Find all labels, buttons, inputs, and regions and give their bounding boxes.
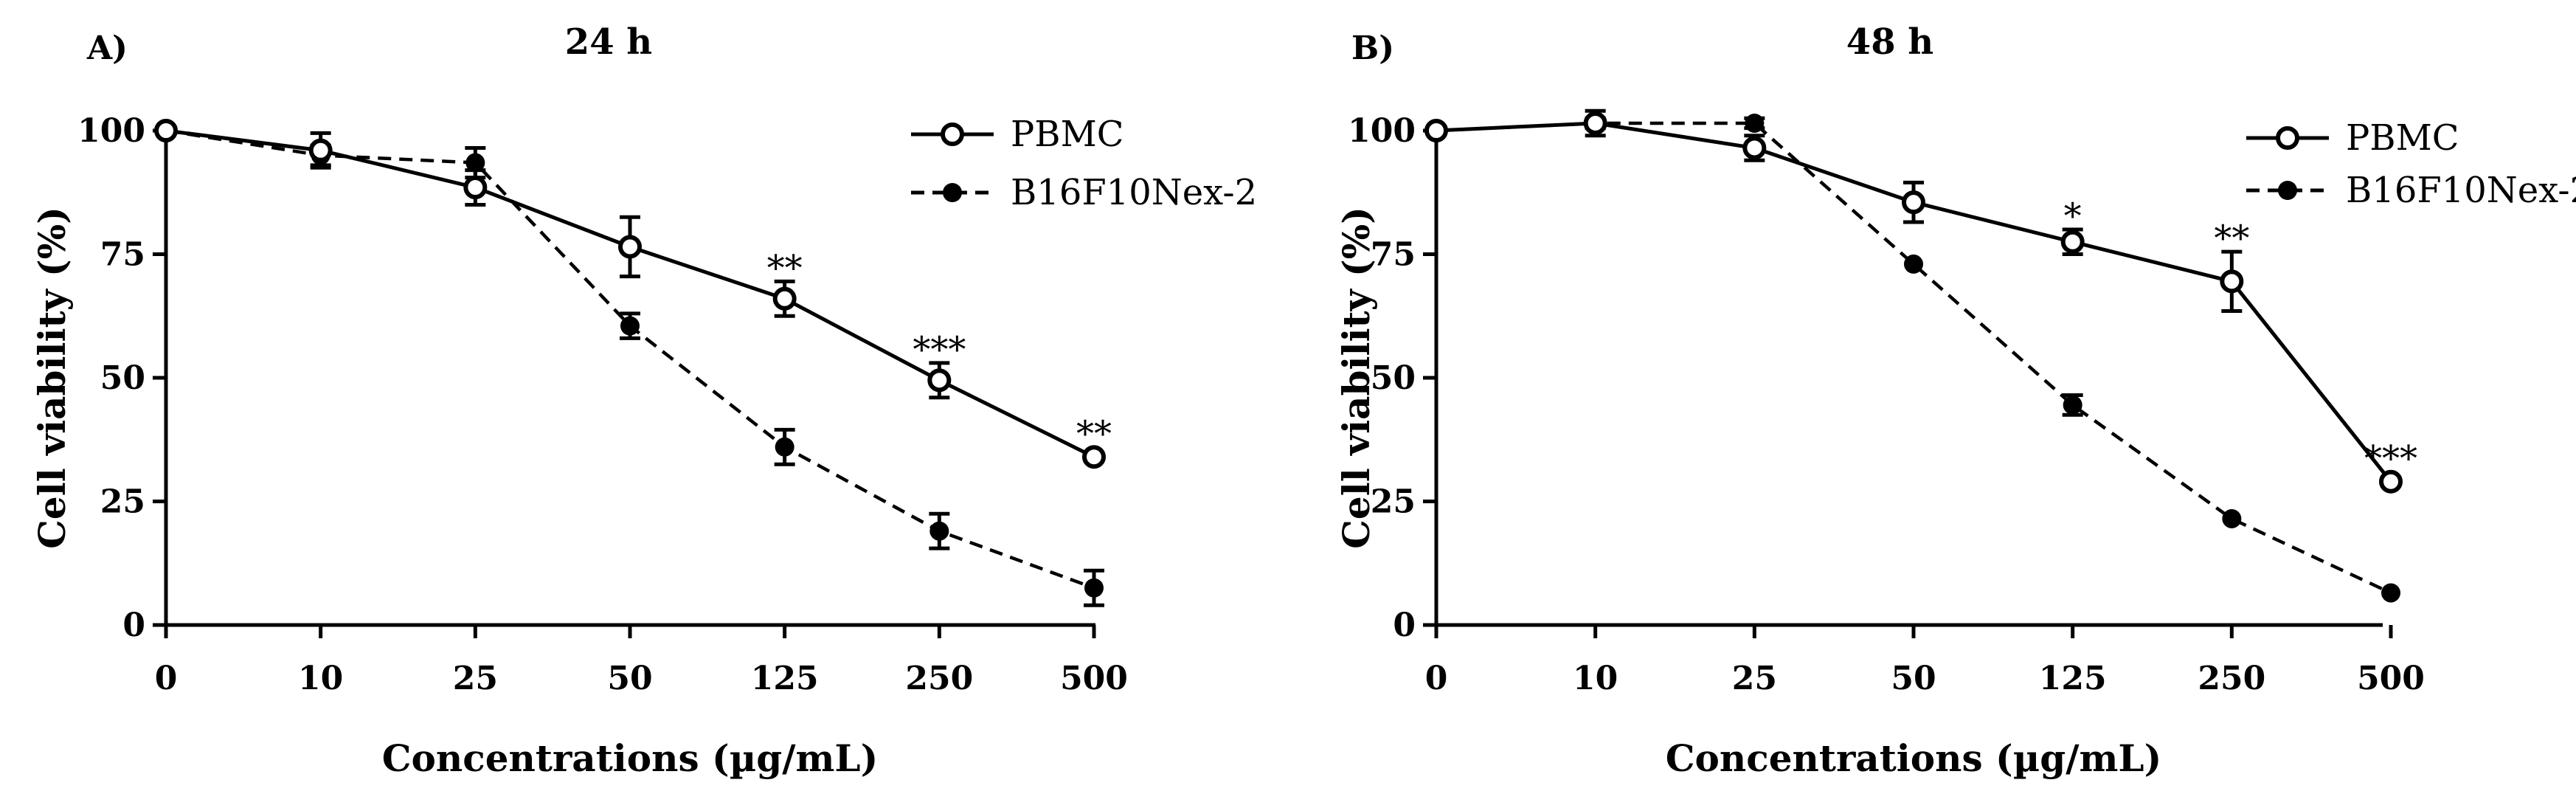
y-axis-label: Cell viability (%) [30, 207, 74, 549]
significance-label: ** [2214, 218, 2249, 259]
legend-marker-b16f10nex-2 [2278, 181, 2297, 200]
legend-marker-pbmc [941, 122, 964, 146]
panel-letter: B) [1351, 30, 1394, 67]
x-tick-label: 250 [905, 660, 973, 697]
data-point-pbmc [2060, 229, 2085, 254]
data-point-b16f10nex-2 [775, 437, 794, 457]
x-tick-label: 25 [453, 660, 498, 697]
x-tick-label: 0 [155, 660, 178, 697]
data-point-pbmc [1742, 136, 1767, 160]
data-point-pbmc [1424, 119, 1448, 142]
data-point-pbmc [772, 286, 797, 311]
x-axis-label: Concentrations (µg/mL) [382, 736, 879, 780]
data-point-pbmc [154, 119, 178, 142]
series-line-pbmc [1436, 121, 2392, 483]
significance-label: *** [913, 329, 966, 370]
legend-marker-pbmc [2276, 126, 2299, 150]
legend-marker-b16f10nex-2 [943, 183, 962, 202]
panel-a: A) 24 h 0 25 50 75 100 0 10 25 50 125 250 500 Concentr… [30, 21, 1257, 780]
series-line-pbmc [165, 128, 1095, 459]
data-point-b16f10nex-2 [1745, 113, 1765, 133]
data-point-b16f10nex-2 [1084, 578, 1104, 598]
chart-title: 48 h [1846, 21, 1933, 63]
data-point-pbmc [618, 235, 642, 259]
data-point-b16f10nex-2 [620, 316, 640, 336]
data-point-b16f10nex-2 [929, 521, 949, 541]
data-point-pbmc [308, 138, 333, 162]
y-tick-label: 25 [1371, 483, 1416, 521]
x-tick-label: 500 [1060, 660, 1128, 697]
data-point-pbmc [2220, 269, 2244, 294]
data-point-pbmc [463, 176, 488, 200]
y-tick-label: 75 [1371, 236, 1416, 274]
data-point-b16f10nex-2 [2222, 508, 2242, 528]
data-point-pbmc [1583, 111, 1607, 135]
y-tick-label: 100 [77, 112, 145, 150]
x-tick-label: 500 [2357, 660, 2425, 697]
significance-label: * [2064, 196, 2082, 237]
y-tick-label: 25 [100, 483, 145, 521]
data-point-b16f10nex-2 [2063, 395, 2082, 415]
legend-label: B16F10Nex-2 [1011, 172, 1257, 213]
legend-label: B16F10Nex-2 [2346, 170, 2576, 211]
x-tick-label: 25 [1732, 660, 1777, 697]
y-tick-label: 0 [122, 607, 145, 644]
x-axis-label: Concentrations (µg/mL) [1666, 736, 2162, 780]
y-tick-label: 50 [100, 359, 145, 397]
significance-label: ** [1076, 413, 1112, 455]
data-point-b16f10nex-2 [465, 153, 485, 173]
x-tick-label: 0 [1425, 660, 1448, 697]
x-tick-label: 50 [1891, 660, 1936, 697]
y-tick-label: 50 [1371, 359, 1416, 397]
data-point-pbmc [2379, 469, 2403, 494]
x-tick-label: 50 [607, 660, 652, 697]
y-axis-label: Cell viability (%) [1334, 207, 1378, 549]
panel-b: B) 48 h 0 25 50 75 100 0 10 25 50 125 250 500 Concentr… [1334, 21, 2576, 780]
x-tick-label: 250 [2198, 660, 2265, 697]
x-tick-label: 125 [751, 660, 819, 697]
y-tick-label: 0 [1393, 607, 1416, 644]
data-point-b16f10nex-2 [1904, 254, 1923, 274]
significance-label: ** [767, 247, 803, 289]
legend-label: PBMC [1011, 114, 1123, 155]
chart-title: 24 h [565, 21, 652, 63]
significance-label: *** [2364, 438, 2417, 480]
x-tick-label: 10 [1573, 660, 1618, 697]
x-tick-label: 10 [298, 660, 343, 697]
panel-letter: A) [86, 30, 128, 67]
data-point-b16f10nex-2 [2381, 583, 2400, 603]
legend-label: PBMC [2346, 117, 2459, 159]
y-tick-label: 75 [100, 236, 145, 274]
y-tick-label: 100 [1348, 112, 1416, 150]
x-tick-label: 125 [2039, 660, 2107, 697]
data-point-pbmc [1082, 445, 1106, 469]
data-point-pbmc [927, 368, 952, 393]
data-point-pbmc [1902, 190, 1925, 215]
